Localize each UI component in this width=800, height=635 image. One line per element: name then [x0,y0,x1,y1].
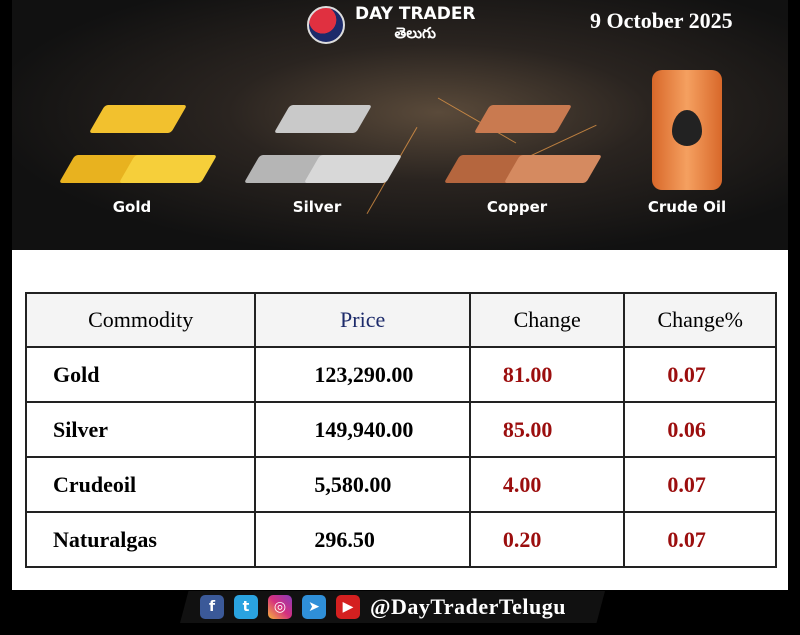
youtube-icon[interactable]: ▶ [336,595,360,619]
price-panel: Commodity Price Change Change% Gold 123,2… [12,250,788,590]
gold-bar-icon [88,105,188,133]
social-footer: f t ◎ ➤ ▶ @DayTraderTelugu [180,591,605,623]
commodity-cell: Crudeoil [24,456,257,513]
logo: DAY TRADER తెలుగు [307,4,476,46]
telegram-icon[interactable]: ➤ [302,595,326,619]
price-cell: 123,290.00 [254,346,471,403]
facebook-icon[interactable]: f [200,595,224,619]
change-cell: 4.00 [468,456,626,513]
brand-sub: తెలుగు [394,24,436,42]
change-pct-cell: 0.07 [623,346,777,403]
instagram-icon[interactable]: ◎ [268,595,292,619]
price-cell: 5,580.00 [254,456,471,513]
price-cell: 296.50 [254,511,471,568]
header-price: Price [254,292,471,348]
commodity-cell: Silver [24,401,257,458]
table-row: Naturalgas 296.50 0.20 0.07 [24,511,777,568]
price-cell: 149,940.00 [254,401,471,458]
date: 9 October 2025 [590,8,733,33]
table-row: Gold 123,290.00 81.00 0.07 [24,346,777,403]
hero-banner: DAY TRADER తెలుగు 9 October 2025 Gold Sil… [12,0,788,250]
change-cell: 85.00 [468,401,626,458]
change-pct-cell: 0.06 [623,401,777,458]
commodity-cell: Gold [24,346,257,403]
gold-label: Gold [112,198,152,216]
header-change-pct: Change% [623,292,777,348]
commodity-cell: Naturalgas [24,511,257,568]
change-cell: 81.00 [468,346,626,403]
change-pct-cell: 0.07 [623,511,777,568]
oil-barrel-icon [652,70,722,190]
copper-label: Copper [486,198,548,216]
bull-logo-icon [307,6,345,44]
header-commodity: Commodity [24,292,257,348]
commodity-table: Commodity Price Change Change% Gold 123,2… [24,292,777,568]
brand-name: DAY TRADER [355,4,476,24]
change-cell: 0.20 [468,511,626,568]
twitter-icon[interactable]: t [234,595,258,619]
social-handle[interactable]: @DayTraderTelugu [370,594,566,619]
table-row: Crudeoil 5,580.00 4.00 0.07 [24,456,777,513]
copper-bar-icon [473,105,573,133]
table-row: Silver 149,940.00 85.00 0.06 [24,401,777,458]
change-pct-cell: 0.07 [623,456,777,513]
header-change: Change [468,292,626,348]
silver-bar-icon [273,105,373,133]
crude-oil-label: Crude Oil [647,198,727,216]
table-header: Commodity Price Change Change% [24,292,777,348]
silver-label: Silver [292,198,342,216]
